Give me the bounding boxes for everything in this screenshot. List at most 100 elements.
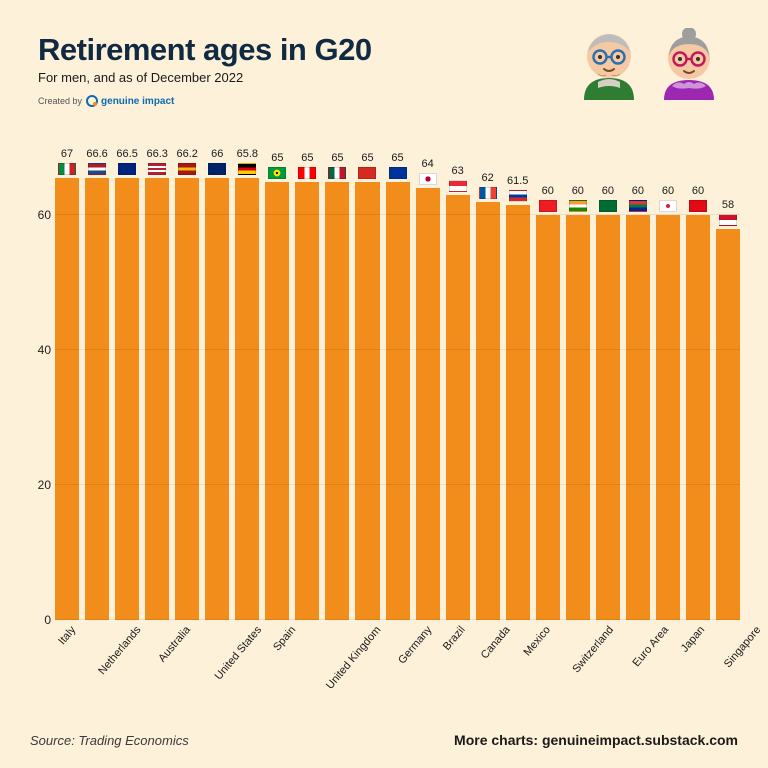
bar-value-label: 62 xyxy=(482,172,494,184)
bar-rect xyxy=(446,195,470,620)
flag-icon xyxy=(449,180,467,192)
x-axis-labels: ItalyNetherlandsAustraliaUnited StatesSp… xyxy=(55,624,740,636)
bar-rect xyxy=(596,215,620,620)
flag-icon xyxy=(298,167,316,179)
flag-icon xyxy=(358,167,376,179)
bar-rect xyxy=(115,178,139,620)
flag-icon xyxy=(88,163,106,175)
elderly-man-icon xyxy=(578,28,640,100)
bar: 65 xyxy=(325,148,349,620)
bar-rect xyxy=(145,178,169,620)
flag-icon xyxy=(629,200,647,212)
bar-rect xyxy=(355,182,379,620)
bar: 60 xyxy=(656,148,680,620)
bar-rect xyxy=(235,178,259,620)
bar-rect xyxy=(175,178,199,620)
bar-rect xyxy=(716,229,740,620)
bar-value-label: 66 xyxy=(211,148,223,160)
y-tick-label: 60 xyxy=(27,208,51,222)
y-axis: 0204060 xyxy=(27,148,51,620)
bar-rect xyxy=(55,178,79,620)
bar-rect xyxy=(656,215,680,620)
bar-value-label: 64 xyxy=(421,158,433,170)
x-axis-label: Mexico xyxy=(522,624,554,658)
bar-rect xyxy=(85,178,109,620)
bar-value-label: 63 xyxy=(452,165,464,177)
credit-prefix: Created by xyxy=(38,96,82,106)
source-text: Source: Trading Economics xyxy=(30,733,189,748)
flag-icon xyxy=(479,187,497,199)
bar-value-label: 65 xyxy=(301,152,313,164)
x-axis-label: Singapore xyxy=(722,624,763,670)
flag-icon xyxy=(148,163,166,175)
chart-subtitle: For men, and as of December 2022 xyxy=(38,70,372,85)
bar: 63 xyxy=(446,148,470,620)
elderly-woman-icon xyxy=(658,28,720,100)
flag-icon xyxy=(238,163,256,175)
chart-plot-area: 0204060 6766.666.566.366.26665.865656565… xyxy=(55,148,740,620)
x-axis-label: Brazil xyxy=(441,624,468,653)
bar-rect xyxy=(536,215,560,620)
bar: 65.8 xyxy=(235,148,259,620)
x-axis-label: United States xyxy=(213,624,265,682)
bar-value-label: 60 xyxy=(692,185,704,197)
bar: 66.5 xyxy=(115,148,139,620)
flag-icon xyxy=(178,163,196,175)
bar: 60 xyxy=(626,148,650,620)
x-axis-label: Spain xyxy=(271,624,298,653)
bar-value-label: 66.6 xyxy=(86,148,107,160)
x-axis-label: Japan xyxy=(678,624,706,655)
gridline xyxy=(55,619,740,620)
bar: 65 xyxy=(355,148,379,620)
elderly-avatars xyxy=(578,28,720,100)
gridline xyxy=(55,349,740,350)
flag-icon xyxy=(268,167,286,179)
bar: 66.3 xyxy=(145,148,169,620)
bar-rect xyxy=(265,182,289,620)
y-tick-label: 0 xyxy=(27,613,51,627)
flag-icon xyxy=(599,200,617,212)
bar: 66.2 xyxy=(175,148,199,620)
brand-logo: genuine impact xyxy=(86,95,174,107)
bar-value-label: 61.5 xyxy=(507,175,528,187)
bar: 61.5 xyxy=(506,148,530,620)
bar: 66.6 xyxy=(85,148,109,620)
gridline xyxy=(55,214,740,215)
flag-icon xyxy=(659,200,677,212)
bar: 65 xyxy=(295,148,319,620)
bar-value-label: 66.5 xyxy=(116,148,137,160)
x-axis-label: Australia xyxy=(156,624,193,664)
flag-icon xyxy=(689,200,707,212)
flag-icon xyxy=(208,163,226,175)
bar-rect xyxy=(295,182,319,620)
bar: 62 xyxy=(476,148,500,620)
bar-rect xyxy=(566,215,590,620)
x-axis-label: Switzerland xyxy=(570,624,616,675)
flag-icon xyxy=(419,173,437,185)
bar-value-label: 66.3 xyxy=(146,148,167,160)
bar-value-label: 60 xyxy=(602,185,614,197)
flag-icon xyxy=(118,163,136,175)
x-axis-label: Canada xyxy=(478,624,512,661)
bar: 65 xyxy=(386,148,410,620)
bar-rect xyxy=(416,188,440,620)
x-axis-label: Germany xyxy=(396,624,434,666)
x-axis-label: Netherlands xyxy=(96,624,143,677)
flag-icon xyxy=(569,200,587,212)
bar: 64 xyxy=(416,148,440,620)
brand-name: genuine impact xyxy=(101,96,174,107)
y-tick-label: 40 xyxy=(27,343,51,357)
bar-value-label: 66.2 xyxy=(177,148,198,160)
bar-value-label: 60 xyxy=(572,185,584,197)
header: Retirement ages in G20 For men, and as o… xyxy=(38,32,372,107)
bar: 58 xyxy=(716,148,740,620)
flag-icon xyxy=(509,190,527,202)
bar-value-label: 60 xyxy=(542,185,554,197)
bar-value-label: 58 xyxy=(722,199,734,211)
bar-value-label: 65 xyxy=(361,152,373,164)
bar-value-label: 60 xyxy=(632,185,644,197)
gridline xyxy=(55,484,740,485)
x-axis-label: Euro Area xyxy=(630,624,671,669)
bar: 60 xyxy=(596,148,620,620)
flag-icon xyxy=(539,200,557,212)
